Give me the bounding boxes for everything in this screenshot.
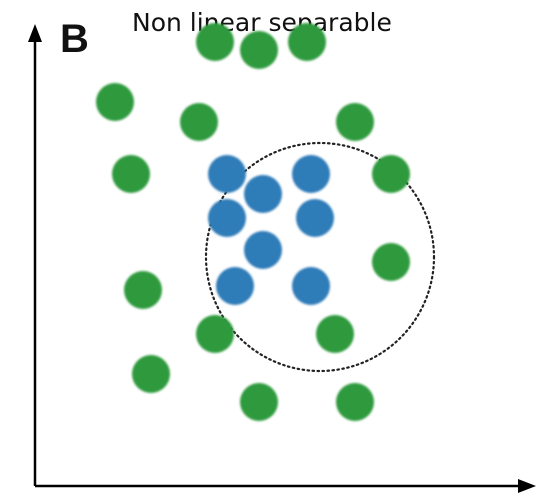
outer-class-point-13: [132, 355, 170, 393]
inner-class-point-8: [292, 267, 330, 305]
outer-class-point-8: [372, 155, 410, 193]
inner-class-point-3: [292, 155, 330, 193]
y-axis-arrowhead: [28, 24, 42, 42]
outer-class-point-11: [196, 315, 234, 353]
decision-boundary: [204, 141, 436, 373]
inner-class-point-5: [296, 199, 334, 237]
outer-class-point-5: [180, 103, 218, 141]
inner-class-point-7: [216, 267, 254, 305]
data-points: [96, 23, 410, 421]
x-axis-arrowhead: [518, 479, 536, 493]
outer-class-point-15: [336, 383, 374, 421]
outer-class-point-2: [196, 23, 234, 61]
outer-class-point-6: [336, 103, 374, 141]
outer-class-point-12: [316, 315, 354, 353]
axes: [28, 24, 536, 493]
outer-class-point-1: [96, 83, 134, 121]
outer-class-point-9: [372, 243, 410, 281]
inner-class-point-1: [208, 155, 246, 193]
outer-class-point-14: [240, 383, 278, 421]
inner-class-point-6: [244, 231, 282, 269]
outer-class-point-10: [124, 271, 162, 309]
inner-class-point-2: [244, 175, 282, 213]
panel-label: B: [60, 17, 89, 61]
inner-class-point-4: [208, 199, 246, 237]
outer-class-point-3: [240, 31, 278, 69]
outer-class-point-4: [288, 23, 326, 61]
outer-class-point-7: [112, 155, 150, 193]
